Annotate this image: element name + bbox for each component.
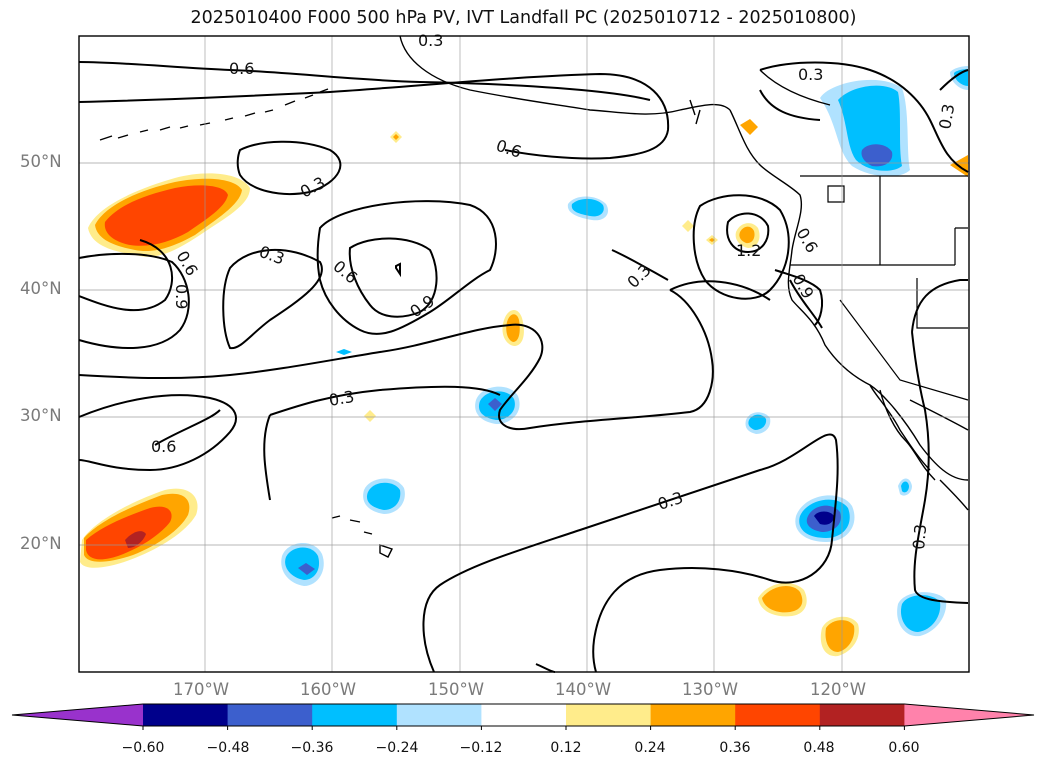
contour-label-16: 0.3 bbox=[935, 102, 958, 130]
lon-label-130w: 130°W bbox=[682, 680, 739, 699]
contour-label-15: 0.3 bbox=[798, 65, 823, 84]
contour-label-12: 1.2 bbox=[736, 241, 761, 260]
lon-label-170w: 170°W bbox=[173, 680, 230, 699]
colorbar-segment-3 bbox=[312, 704, 398, 726]
colorbar-segment-5 bbox=[481, 704, 567, 726]
lat-label-40n: 40°N bbox=[20, 279, 62, 298]
contour-label-17: 0.3 bbox=[909, 523, 930, 550]
colorbar-tick-8: 0.48 bbox=[803, 740, 835, 756]
colorbar-tick-1: −0.48 bbox=[206, 740, 250, 756]
colorbar-tick-4: −0.12 bbox=[459, 740, 503, 756]
contour-label-8: 0.3 bbox=[327, 387, 355, 410]
colorbar-extend-max bbox=[904, 704, 1034, 726]
colorbar-segment-8 bbox=[735, 704, 821, 726]
colorbar-segment-4 bbox=[396, 704, 482, 726]
colorbar-tick-0: −0.60 bbox=[121, 740, 165, 756]
colorbar bbox=[11, 703, 1035, 730]
lat-label-20n: 20°N bbox=[20, 534, 62, 553]
colorbar-segment-2 bbox=[227, 704, 313, 726]
colorbar-tick-7: 0.36 bbox=[719, 740, 751, 756]
pv-contours bbox=[78, 61, 969, 673]
colorbar-segment-7 bbox=[650, 704, 736, 726]
coastlines bbox=[99, 35, 969, 558]
lon-label-150w: 150°W bbox=[428, 680, 485, 699]
colorbar-segment-1 bbox=[143, 704, 229, 726]
map-title: 2025010400 F000 500 hPa PV, IVT Landfall… bbox=[190, 8, 857, 28]
lon-label-160w: 160°W bbox=[300, 680, 357, 699]
colorbar-tick-6: 0.24 bbox=[634, 740, 666, 756]
gridlines bbox=[79, 36, 969, 672]
lat-label-30n: 30°N bbox=[20, 406, 62, 425]
colorbar-tick-2: −0.36 bbox=[290, 740, 334, 756]
contour-label-7: 0.9 bbox=[172, 284, 191, 309]
colorbar-segment-6 bbox=[566, 704, 652, 726]
contour-label-9: 0.6 bbox=[151, 437, 176, 456]
contour-label-18: 0.3 bbox=[418, 31, 443, 50]
lon-label-140w: 140°W bbox=[555, 680, 612, 699]
lat-label-50n: 50°N bbox=[20, 152, 62, 171]
colorbar-extend-min bbox=[12, 704, 143, 726]
colorbar-tick-3: −0.24 bbox=[375, 740, 419, 756]
map-frame bbox=[78, 35, 970, 673]
colorbar-tick-5: 0.12 bbox=[550, 740, 582, 756]
colorbar-segment-9 bbox=[819, 704, 905, 726]
political-borders bbox=[790, 175, 969, 401]
contour-label-0: 0.6 bbox=[229, 59, 254, 78]
lon-label-120w: 120°W bbox=[810, 680, 867, 699]
colorbar-tick-9: 0.60 bbox=[888, 740, 920, 756]
